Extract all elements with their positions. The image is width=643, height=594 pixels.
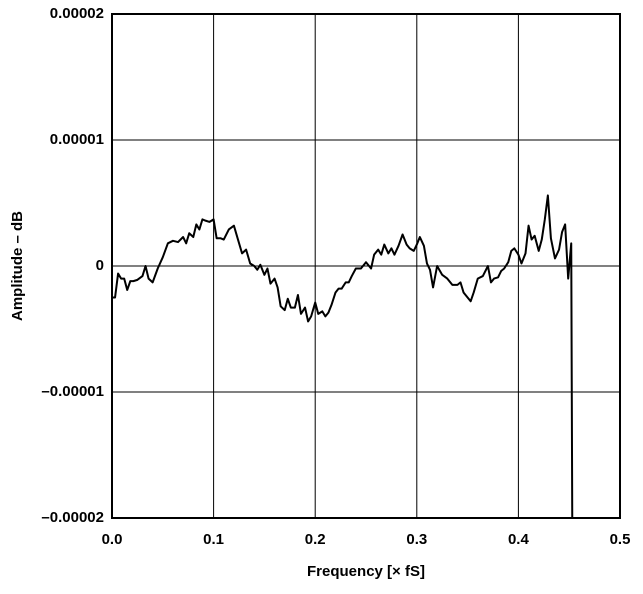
y-tick-label: 0.00002 <box>50 5 104 22</box>
x-tick-label: 0.3 <box>406 531 427 548</box>
y-tick-label: –0.00001 <box>41 383 104 400</box>
x-tick-label: 0.2 <box>305 531 326 548</box>
y-axis-title: Amplitude – dB <box>9 211 26 321</box>
x-axis-title: Frequency [× fS] <box>307 563 425 580</box>
y-tick-label: 0 <box>96 257 104 274</box>
x-tick-label: 0.4 <box>508 531 530 548</box>
x-tick-label: 0.5 <box>610 531 631 548</box>
plot-frame <box>111 13 621 519</box>
y-tick-label: –0.00002 <box>41 509 104 526</box>
x-tick-label: 0.1 <box>203 531 224 548</box>
x-tick-label: 0.0 <box>102 531 123 548</box>
data-line <box>112 194 574 519</box>
y-tick-label: 0.00001 <box>50 131 104 148</box>
